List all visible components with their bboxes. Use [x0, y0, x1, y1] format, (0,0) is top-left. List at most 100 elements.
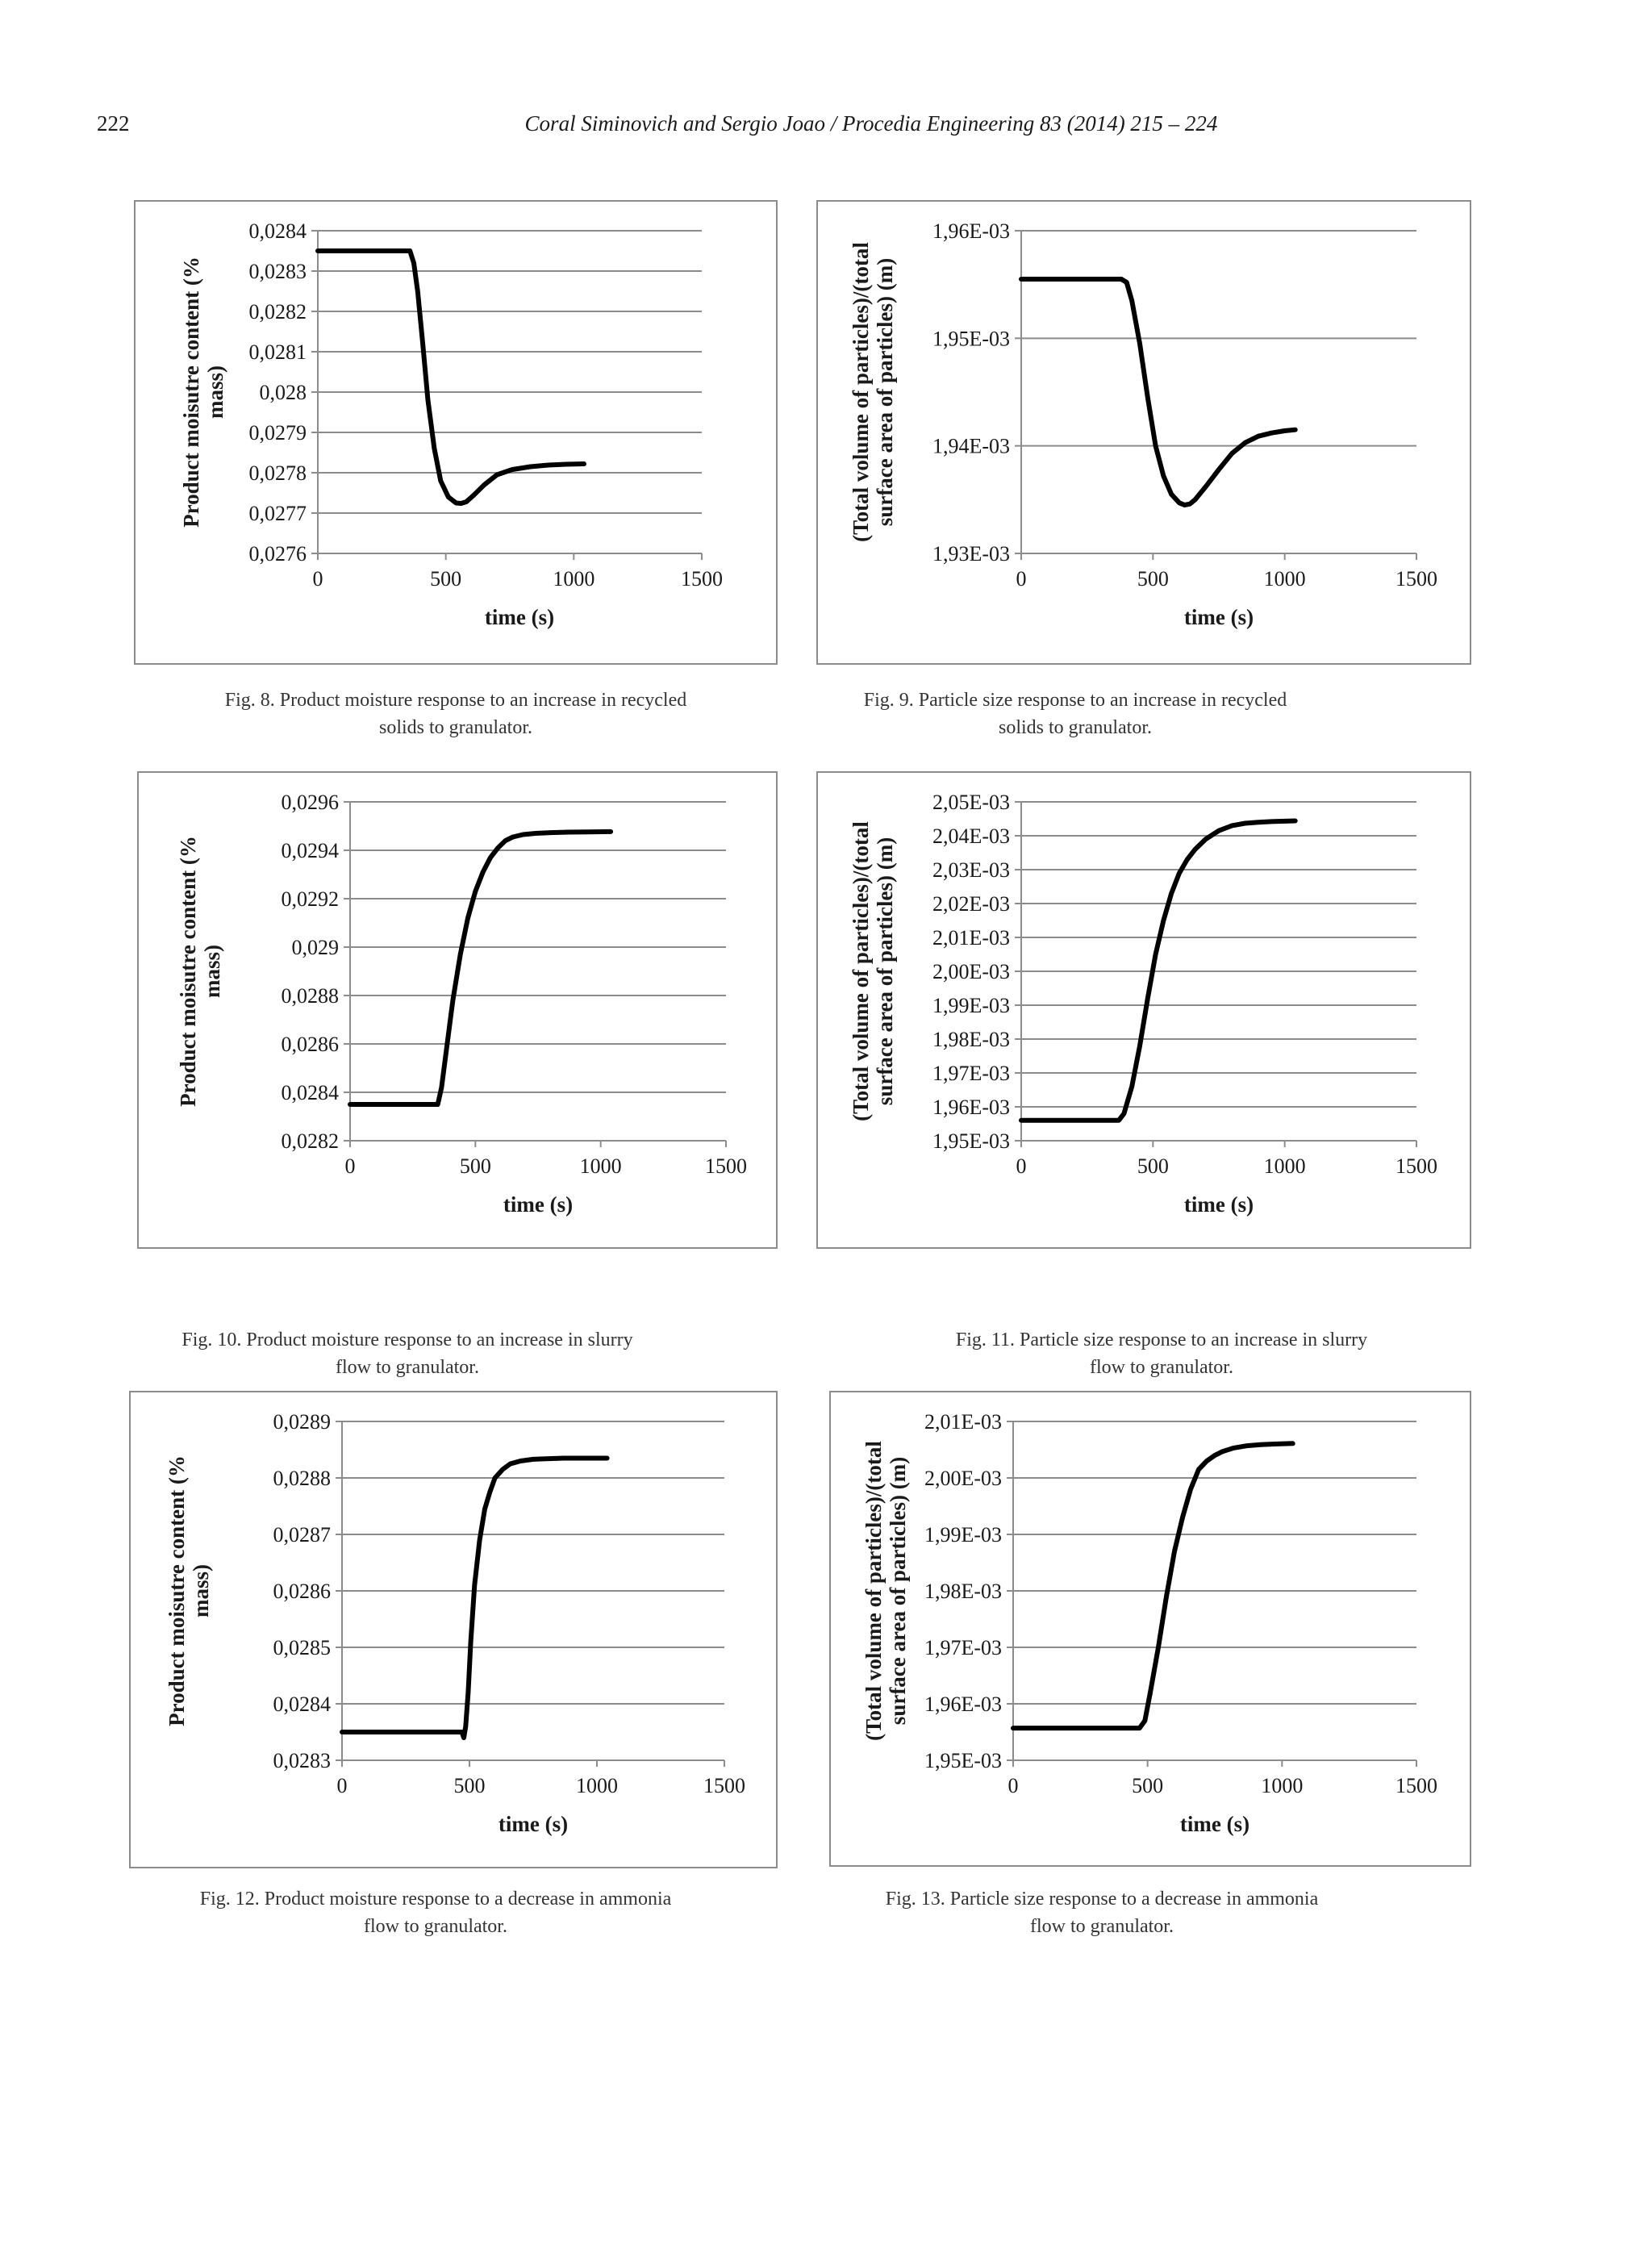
x-tick-label: 0	[1016, 1154, 1027, 1178]
figure-13-caption: Fig. 13. Particle size response to a dec…	[816, 1885, 1387, 1940]
y-axis-label: (Total volume of particles)/(total	[849, 821, 873, 1121]
y-tick-label: 0,0294	[282, 839, 340, 862]
x-tick-label: 1500	[1395, 1774, 1437, 1797]
x-tick-label: 0	[337, 1774, 348, 1797]
y-tick-label: 2,00E-03	[932, 960, 1010, 983]
caption-line: Fig. 10. Product moisture response to an…	[181, 1329, 633, 1350]
y-tick-label: 0,0277	[249, 502, 307, 525]
y-tick-label: 1,96E-03	[932, 219, 1010, 243]
y-axis-label: mass)	[203, 365, 227, 419]
x-axis-label: time (s)	[503, 1192, 573, 1217]
y-axis-label: Product moisutre content (%	[176, 836, 200, 1107]
y-tick-label: 0,0278	[249, 461, 307, 485]
x-axis-label: time (s)	[1184, 1192, 1254, 1217]
y-tick-label: 0,0279	[249, 421, 307, 445]
caption-line: Fig. 12. Product moisture response to a …	[199, 1889, 672, 1910]
y-tick-label: 0,0276	[249, 542, 307, 566]
y-tick-label: 1,95E-03	[932, 1129, 1010, 1153]
caption-line: flow to granulator.	[1030, 1916, 1174, 1937]
x-axis-label: time (s)	[499, 1812, 568, 1836]
y-tick-label: 0,0286	[273, 1580, 332, 1603]
chart-svg: 0,0276 0,0277 0,0278 0,0279 0,028 0,0281 0,028…	[179, 219, 723, 629]
x-tick-label: 1000	[576, 1774, 618, 1797]
series-line	[1019, 818, 1298, 1123]
y-tick-label: 0,0286	[282, 1033, 340, 1056]
y-tick-label: 0,0282	[249, 300, 307, 323]
y-tick-label: 0,0289	[273, 1410, 332, 1434]
y-tick-label: 1,97E-03	[932, 1062, 1010, 1085]
x-tick-label: 500	[1137, 567, 1169, 591]
y-tick-label: 1,94E-03	[932, 435, 1010, 458]
x-tick-label: 1000	[1261, 1774, 1303, 1797]
figure-12-caption: Fig. 12. Product moisture response to a …	[134, 1885, 737, 1940]
figure-11-caption: Fig. 11. Particle size response to an in…	[855, 1326, 1468, 1381]
y-tick-label: 2,02E-03	[932, 892, 1010, 916]
y-tick-label: 0,0292	[282, 887, 340, 911]
figure-10-chart: 0,0282 0,0284 0,0286 0,0288 0,029 0,0292 0,029…	[137, 771, 778, 1249]
x-tick-label: 500	[430, 567, 461, 591]
y-tick-label: 0,0287	[273, 1523, 332, 1546]
y-tick-label: 0,0282	[282, 1129, 340, 1153]
chart-svg: 0,0282 0,0284 0,0286 0,0288 0,029 0,0292 0,029…	[176, 791, 747, 1217]
y-tick-label: 0,0288	[282, 984, 340, 1008]
x-tick-label: 1000	[1264, 567, 1306, 591]
series-line	[340, 1455, 610, 1740]
chart-svg: 1,95E-03 1,96E-03 1,97E-03 1,98E-03 1,99E-03…	[861, 1410, 1437, 1836]
y-axis-label: Product moisutre content (%	[179, 257, 203, 528]
caption-line: Fig. 9. Particle size response to an inc…	[863, 690, 1287, 711]
y-tick-label: 0,0284	[273, 1693, 332, 1716]
y-tick-label: 2,00E-03	[924, 1467, 1002, 1490]
y-tick-label: 0,0281	[249, 340, 307, 364]
y-tick-label: 1,96E-03	[924, 1693, 1002, 1716]
x-tick-label: 0	[1016, 567, 1027, 591]
x-axis-label: time (s)	[485, 605, 554, 629]
x-tick-label: 0	[313, 567, 323, 591]
x-tick-label: 1500	[1395, 567, 1437, 591]
y-tick-label: 0,0283	[249, 260, 307, 283]
y-tick-label: 1,95E-03	[932, 327, 1010, 350]
y-tick-label: 2,05E-03	[932, 791, 1010, 814]
figure-8-chart: 0,0276 0,0277 0,0278 0,0279 0,028 0,0281 0,028…	[134, 200, 778, 665]
y-axis-label: surface area of particles) (m)	[873, 258, 897, 526]
y-tick-label: 1,98E-03	[932, 1028, 1010, 1051]
y-tick-label: 1,97E-03	[924, 1636, 1002, 1659]
y-tick-label: 2,01E-03	[924, 1410, 1002, 1434]
figure-12-chart: 0,0283 0,0284 0,0285 0,0286 0,0287 0,0288 0,02…	[129, 1391, 778, 1868]
x-tick-label: 1000	[580, 1154, 622, 1178]
caption-line: Fig. 11. Particle size response to an in…	[955, 1329, 1368, 1350]
y-tick-label: 0,0296	[282, 791, 340, 814]
x-tick-label: 500	[460, 1154, 491, 1178]
x-tick-label: 500	[454, 1774, 486, 1797]
figure-10-caption: Fig. 10. Product moisture response to an…	[134, 1326, 681, 1381]
y-tick-label: 1,96E-03	[932, 1096, 1010, 1119]
figure-8-caption: Fig. 8. Product moisture response to an …	[134, 687, 778, 741]
y-tick-label: 0,0283	[273, 1749, 332, 1772]
y-tick-label: 2,04E-03	[932, 824, 1010, 848]
x-tick-label: 1500	[703, 1774, 745, 1797]
y-tick-label: 1,99E-03	[932, 994, 1010, 1017]
figure-13-chart: 1,95E-03 1,96E-03 1,97E-03 1,98E-03 1,99E-03…	[829, 1391, 1471, 1867]
x-tick-label: 1500	[705, 1154, 747, 1178]
y-tick-label: 1,95E-03	[924, 1749, 1002, 1772]
chart-svg: 0,0283 0,0284 0,0285 0,0286 0,0287 0,0288 0,02…	[165, 1410, 745, 1836]
x-tick-label: 1000	[1264, 1154, 1306, 1178]
caption-line: Fig. 8. Product moisture response to an …	[224, 690, 687, 711]
y-axis-label: surface area of particles) (m)	[873, 837, 897, 1105]
y-tick-label: 0,0285	[273, 1636, 332, 1659]
y-tick-label: 2,03E-03	[932, 858, 1010, 882]
x-axis-label: time (s)	[1180, 1812, 1249, 1836]
y-tick-label: 0,0284	[249, 219, 307, 243]
running-head: Coral Siminovich and Sergio Joao / Proce…	[524, 111, 1218, 136]
caption-line: flow to granulator.	[364, 1916, 507, 1937]
x-tick-label: 1000	[553, 567, 594, 591]
y-tick-label: 0,029	[292, 936, 340, 959]
y-tick-label: 0,0288	[273, 1467, 332, 1490]
x-tick-label: 500	[1137, 1154, 1169, 1178]
figure-9-caption: Fig. 9. Particle size response to an inc…	[816, 687, 1334, 741]
caption-line: flow to granulator.	[336, 1357, 479, 1378]
series-line	[348, 829, 614, 1107]
y-axis-label: (Total volume of particles)/(total	[849, 242, 873, 542]
y-tick-label: 2,01E-03	[932, 926, 1010, 950]
caption-line: solids to granulator.	[379, 717, 532, 738]
series-line	[315, 248, 586, 506]
